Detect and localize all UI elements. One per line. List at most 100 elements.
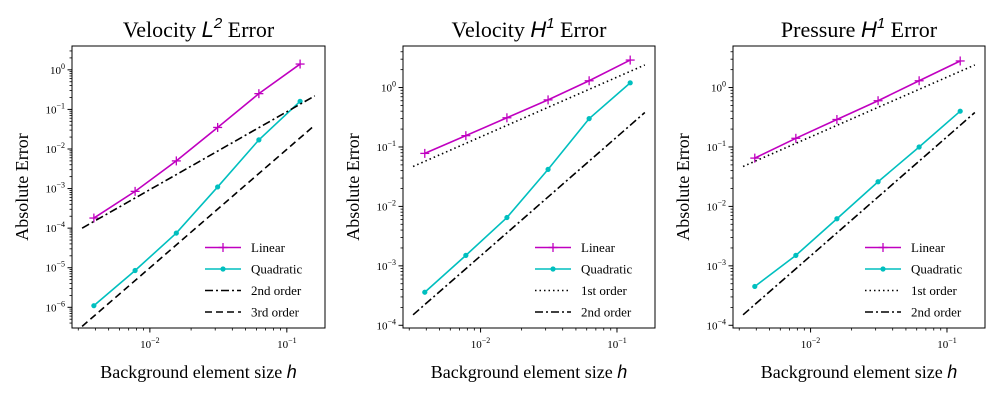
x-tick-label: 10−2 — [471, 336, 491, 351]
plot-area — [81, 59, 316, 327]
series-linear — [750, 56, 965, 163]
y-tick-label: 10−3 — [706, 258, 726, 273]
data-point — [420, 148, 430, 158]
chart-panel-1: Velocity L2 Error 10−2 10−1 10−6 10−5 10−4 10−… — [12, 15, 326, 382]
data-point — [832, 114, 842, 124]
legend: Linear Quadratic 1st order 2nd order — [865, 240, 962, 320]
data-point — [461, 131, 471, 141]
series-quadratic — [752, 108, 963, 290]
y-tick-label: 10−1 — [45, 101, 65, 116]
series-line — [412, 64, 646, 168]
y-axis-label: Absolute Error — [673, 133, 693, 240]
y-tick-label: 10−6 — [45, 299, 65, 314]
series-line — [424, 82, 631, 293]
data-point — [254, 89, 264, 99]
data-point — [173, 230, 179, 236]
data-point — [256, 137, 262, 143]
data-point — [171, 156, 181, 166]
data-point — [627, 80, 633, 86]
data-point — [875, 179, 881, 185]
y-tick-label: 10−5 — [45, 260, 65, 275]
series-line — [742, 111, 976, 316]
legend-label: Quadratic — [251, 262, 302, 277]
chart-panel-2: Velocity H1 Error 10−2 10−1 10−4 10−3 10−2 10−… — [343, 15, 656, 382]
y-tick-label: 100 — [50, 62, 65, 77]
data-point — [586, 116, 592, 122]
legend-item: Quadratic — [865, 262, 962, 277]
data-point — [955, 56, 965, 66]
series-2nd-order — [742, 111, 976, 316]
series-line — [93, 63, 301, 219]
y-tick-label: 10−4 — [376, 317, 396, 332]
data-point — [132, 267, 138, 274]
series-linear — [420, 55, 635, 158]
y-tick-label: 10−3 — [45, 181, 65, 196]
data-point — [873, 96, 883, 106]
chart-title: Pressure H1 Error — [781, 15, 938, 42]
legend-label: 2nd order — [911, 305, 962, 320]
x-tick-label: 10−2 — [801, 336, 821, 351]
series-1st-order — [412, 64, 646, 168]
data-point — [545, 166, 551, 172]
data-point — [916, 144, 922, 150]
data-point — [584, 76, 594, 86]
data-point — [793, 252, 799, 258]
y-tick-label: 10−2 — [45, 141, 65, 156]
series-line — [81, 124, 316, 327]
data-point — [750, 153, 760, 163]
legend-item: 1st order — [535, 283, 628, 298]
legend-item: 2nd order — [865, 305, 962, 320]
legend: Linear Quadratic 2nd order 3rd order — [205, 240, 302, 320]
legend-label: Quadratic — [911, 262, 962, 277]
series-line — [93, 100, 301, 307]
data-point — [504, 214, 510, 221]
legend-label: 1st order — [581, 283, 628, 298]
data-point — [215, 184, 221, 190]
y-tick-label: 10−4 — [45, 220, 65, 235]
data-point — [502, 113, 512, 123]
legend-label: 1st order — [911, 283, 958, 298]
y-tick-label: 100 — [381, 80, 396, 95]
legend-label: 3rd order — [251, 305, 300, 320]
chart-title: Velocity H1 Error — [452, 15, 608, 42]
y-tick-label: 10−1 — [706, 139, 726, 154]
x-axis-label: Background element size h — [431, 362, 627, 382]
axes-frame — [71, 45, 326, 329]
data-point — [543, 95, 553, 105]
series-linear — [89, 59, 305, 223]
legend-label: 2nd order — [251, 283, 302, 298]
data-point — [752, 283, 758, 290]
series-1st-order — [742, 64, 976, 168]
x-axis-label: Background element size h — [100, 362, 296, 382]
data-point — [91, 303, 97, 309]
legend-item: Quadratic — [205, 262, 302, 277]
legend-item: Quadratic — [535, 262, 632, 277]
legend-label: Linear — [911, 240, 946, 255]
data-point — [957, 108, 963, 114]
legend-item: Linear — [865, 240, 946, 255]
series-line — [81, 95, 316, 229]
legend-item: 2nd order — [205, 283, 302, 298]
data-point — [625, 55, 635, 65]
y-axis-label: Absolute Error — [12, 133, 32, 240]
legend-label: Quadratic — [581, 262, 632, 277]
data-point — [130, 186, 140, 196]
y-tick-label: 10−2 — [706, 198, 726, 213]
y-tick-label: 10−1 — [376, 139, 396, 154]
x-tick-label: 10−1 — [937, 336, 957, 351]
legend-item: 3rd order — [205, 305, 300, 320]
axes-frame — [732, 45, 986, 329]
data-point — [791, 133, 801, 143]
series-2nd-order — [412, 111, 646, 316]
chart-title: Velocity L2 Error — [123, 15, 275, 42]
y-tick-label: 10−2 — [376, 198, 396, 213]
legend: Linear Quadratic 1st order 2nd order — [535, 240, 632, 320]
y-tick-label: 100 — [711, 80, 726, 95]
y-tick-label: 10−4 — [706, 317, 726, 332]
legend-item: Linear — [205, 240, 286, 255]
legend-label: Linear — [581, 240, 616, 255]
series-3rd-order — [81, 124, 316, 327]
data-point — [213, 122, 223, 132]
y-tick-label: 10−3 — [376, 258, 396, 273]
